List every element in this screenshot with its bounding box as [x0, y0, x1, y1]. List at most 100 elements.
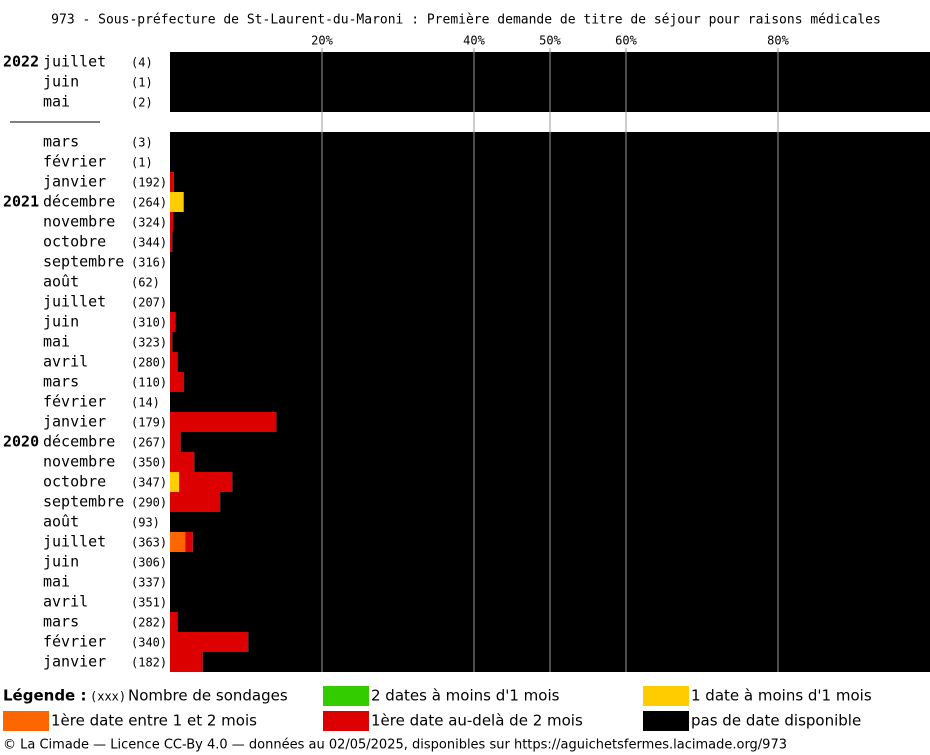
legend-swatch: [643, 686, 689, 706]
month-label: juin: [43, 73, 79, 91]
month-label: décembre: [43, 433, 115, 451]
bar-segment: [173, 212, 930, 232]
x-tick-label: 20%: [311, 34, 333, 48]
month-label: juillet: [43, 293, 106, 311]
x-tick-label: 80%: [767, 34, 789, 48]
month-label: avril: [43, 353, 88, 371]
bar-segment: [170, 172, 174, 192]
count-label: (290): [131, 496, 167, 510]
bar-segment: [170, 352, 178, 372]
month-label: juillet: [43, 533, 106, 551]
count-label: (2): [131, 96, 153, 110]
year-label: 2020: [3, 433, 39, 451]
legend-swatch: [3, 711, 49, 731]
bar-segment: [172, 232, 930, 252]
bar-segment: [170, 612, 178, 632]
legend-count-label: Nombre de sondages: [128, 687, 288, 705]
bar-segment: [170, 232, 173, 252]
count-label: (14): [131, 396, 160, 410]
month-label: novembre: [43, 453, 115, 471]
count-label: (192): [131, 176, 167, 190]
bar-segment: [170, 212, 174, 232]
count-label: (323): [131, 336, 167, 350]
legend-label: pas de date disponible: [691, 712, 861, 730]
month-label: septembre: [43, 253, 124, 271]
bar-segment: [232, 472, 930, 492]
count-label: (1): [131, 156, 153, 170]
count-label: (207): [131, 296, 167, 310]
count-label: (110): [131, 376, 167, 390]
count-label: (280): [131, 356, 167, 370]
count-label: (267): [131, 436, 167, 450]
month-label: mars: [43, 133, 79, 151]
count-label: (182): [131, 656, 167, 670]
count-label: (350): [131, 456, 167, 470]
bar-segment: [170, 452, 195, 472]
bar-segment: [177, 612, 930, 632]
bar-segment: [183, 192, 930, 212]
count-label: (324): [131, 216, 167, 230]
bar-segment: [172, 332, 930, 352]
bar-segment: [180, 432, 930, 452]
year-label: 2021: [3, 193, 39, 211]
legend-label: 1ère date entre 1 et 2 mois: [51, 712, 257, 730]
month-label: août: [43, 273, 79, 291]
bar-segment: [170, 372, 184, 392]
count-label: (363): [131, 536, 167, 550]
legend-title: Légende :: [3, 687, 86, 705]
bar-segment: [202, 652, 930, 672]
count-label: (62): [131, 276, 160, 290]
month-label: mars: [43, 613, 79, 631]
month-label: juillet: [43, 53, 106, 71]
bar-segment: [170, 632, 249, 652]
legend-count-key: (xxx): [90, 690, 126, 704]
count-label: (1): [131, 76, 153, 90]
month-label: janvier: [43, 413, 106, 431]
bar-segment: [179, 472, 233, 492]
bar-segment: [170, 652, 203, 672]
count-label: (337): [131, 576, 167, 590]
bar-segment: [170, 432, 181, 452]
bar-segment: [170, 492, 221, 512]
month-label: avril: [43, 593, 88, 611]
legend-label: 2 dates à moins d'1 mois: [371, 687, 560, 705]
count-label: (310): [131, 316, 167, 330]
bar-segment: [170, 532, 186, 552]
count-label: (306): [131, 556, 167, 570]
count-label: (4): [131, 56, 153, 70]
bar-segment: [276, 412, 930, 432]
x-tick-label: 40%: [463, 34, 485, 48]
year-label: 2022: [3, 53, 39, 71]
bar-segment: [177, 352, 930, 372]
count-label: (351): [131, 596, 167, 610]
bar-segment: [175, 312, 930, 332]
count-label: (264): [131, 196, 167, 210]
count-label: (344): [131, 236, 167, 250]
legend-swatch: [323, 686, 369, 706]
month-label: septembre: [43, 493, 124, 511]
month-label: janvier: [43, 653, 106, 671]
count-label: (340): [131, 636, 167, 650]
month-label: octobre: [43, 473, 106, 491]
legend-label: 1 date à moins d'1 mois: [691, 687, 872, 705]
month-label: mars: [43, 373, 79, 391]
legend-swatch: [643, 711, 689, 731]
month-label: août: [43, 513, 79, 531]
bar-segment: [192, 532, 930, 552]
bar-segment: [248, 632, 930, 652]
bar-segment: [173, 172, 930, 192]
month-label: mai: [43, 573, 70, 591]
bar-segment: [183, 372, 930, 392]
bar-segment: [170, 412, 277, 432]
month-label: décembre: [43, 193, 115, 211]
bar-segment: [185, 532, 193, 552]
month-label: mai: [43, 333, 70, 351]
count-label: (3): [131, 136, 153, 150]
month-label: octobre: [43, 233, 106, 251]
month-label: mai: [43, 93, 70, 111]
month-label: janvier: [43, 173, 106, 191]
bar-segment: [194, 452, 930, 472]
count-label: (282): [131, 616, 167, 630]
bar-segment: [220, 492, 930, 512]
